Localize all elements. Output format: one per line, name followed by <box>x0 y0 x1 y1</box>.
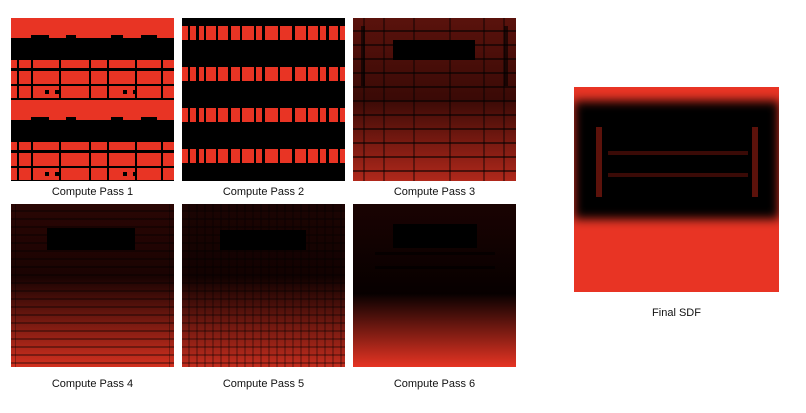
compute-pass-4-label: Compute Pass 4 <box>51 378 134 390</box>
compute-pass-4-image <box>11 204 174 367</box>
compute-pass-5-image <box>182 204 345 367</box>
compute-pass-1-image <box>11 18 174 181</box>
compute-pass-2-image <box>182 18 345 181</box>
compute-pass-3-image <box>353 18 516 181</box>
final-sdf-image <box>574 87 779 292</box>
compute-pass-2-label: Compute Pass 2 <box>222 186 305 198</box>
compute-pass-1-label: Compute Pass 1 <box>51 186 134 198</box>
compute-pass-5-label: Compute Pass 5 <box>222 378 305 390</box>
compute-pass-6-image <box>353 204 516 367</box>
compute-pass-3-label: Compute Pass 3 <box>393 186 476 198</box>
compute-pass-6-label: Compute Pass 6 <box>393 378 476 390</box>
final-sdf-label: Final SDF <box>652 307 701 319</box>
